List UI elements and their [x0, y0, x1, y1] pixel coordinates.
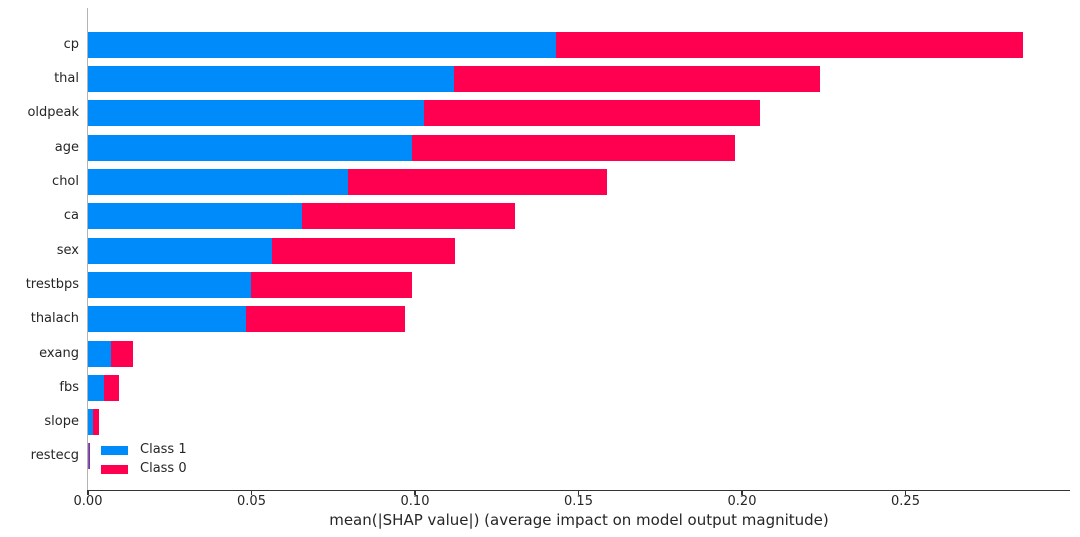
legend-swatch-class-0 — [101, 465, 128, 474]
ytick-label-thalach: thalach — [30, 311, 79, 327]
bar-segment-thalach-class-1 — [88, 306, 246, 333]
xtick-mark-0.15 — [577, 490, 580, 495]
ytick-label-sex: sex — [56, 242, 79, 258]
x-axis-line — [86, 489, 1070, 491]
xtick-label-0.00: 0.00 — [73, 494, 103, 509]
xtick-mark-0.00 — [87, 490, 89, 495]
bar-segment-oldpeak-class-1 — [88, 100, 424, 127]
xtick-label-0.10: 0.10 — [400, 494, 430, 509]
ytick-label-oldpeak: oldpeak — [27, 105, 79, 121]
bar-segment-sex-class-1 — [88, 237, 273, 264]
y-axis-line — [86, 8, 88, 490]
ytick-label-slope: slope — [44, 414, 79, 430]
bar-segment-exang-class-1 — [88, 340, 111, 367]
ytick-label-thal: thal — [54, 71, 79, 87]
bar-segment-oldpeak-class-0 — [423, 100, 761, 127]
bar-segment-thal-class-1 — [88, 66, 455, 93]
bar-segment-slope-class-1 — [88, 409, 93, 436]
bar-segment-restecg-class-1 — [88, 443, 89, 470]
bar-segment-sex-class-0 — [272, 237, 456, 264]
bar-segment-cp-class-1 — [88, 31, 556, 58]
xtick-label-0.20: 0.20 — [727, 494, 757, 509]
bar-segment-thal-class-0 — [454, 66, 820, 93]
ytick-label-restecg: restecg — [30, 448, 79, 464]
ytick-label-ca: ca — [63, 208, 79, 224]
xtick-mark-0.20 — [741, 490, 743, 495]
bar-segment-ca-class-1 — [88, 203, 302, 230]
xtick-label-0.25: 0.25 — [891, 494, 920, 509]
legend-swatch-class-1 — [101, 446, 128, 455]
ytick-label-fbs: fbs — [59, 379, 79, 395]
ytick-label-age: age — [54, 139, 79, 155]
xtick-label-0.15: 0.15 — [564, 494, 593, 509]
xtick-mark-0.10 — [414, 490, 416, 495]
bar-segment-age-class-0 — [411, 134, 736, 161]
bar-segment-cp-class-0 — [555, 31, 1023, 58]
bar-segment-fbs-class-1 — [88, 374, 105, 401]
ytick-label-chol: chol — [52, 174, 79, 189]
x-axis-label: mean(|SHAP value|) (average impact on mo… — [329, 511, 829, 529]
bar-segment-thalach-class-0 — [245, 306, 405, 333]
bar-segment-fbs-class-0 — [104, 374, 120, 401]
legend-label-class-0: Class 0 — [140, 460, 187, 476]
bar-segment-chol-class-1 — [88, 169, 348, 195]
xtick-mark-0.05 — [250, 490, 253, 495]
ytick-label-trestbps: trestbps — [25, 276, 79, 292]
bar-segment-restecg-class-0 — [88, 443, 90, 470]
bar-segment-ca-class-0 — [301, 203, 516, 230]
xtick-label-0.05: 0.05 — [237, 494, 266, 509]
bar-segment-exang-class-0 — [110, 340, 134, 367]
bar-segment-age-class-1 — [88, 134, 412, 161]
bar-segment-chol-class-0 — [347, 169, 607, 195]
bar-segment-trestbps-class-0 — [250, 271, 413, 298]
ytick-label-exang: exang — [39, 345, 79, 361]
xtick-mark-0.25 — [904, 490, 907, 495]
bar-segment-slope-class-0 — [92, 409, 99, 436]
legend-label-class-1: Class 1 — [140, 441, 187, 457]
bar-segment-trestbps-class-1 — [88, 271, 251, 298]
ytick-label-cp: cp — [63, 36, 79, 52]
